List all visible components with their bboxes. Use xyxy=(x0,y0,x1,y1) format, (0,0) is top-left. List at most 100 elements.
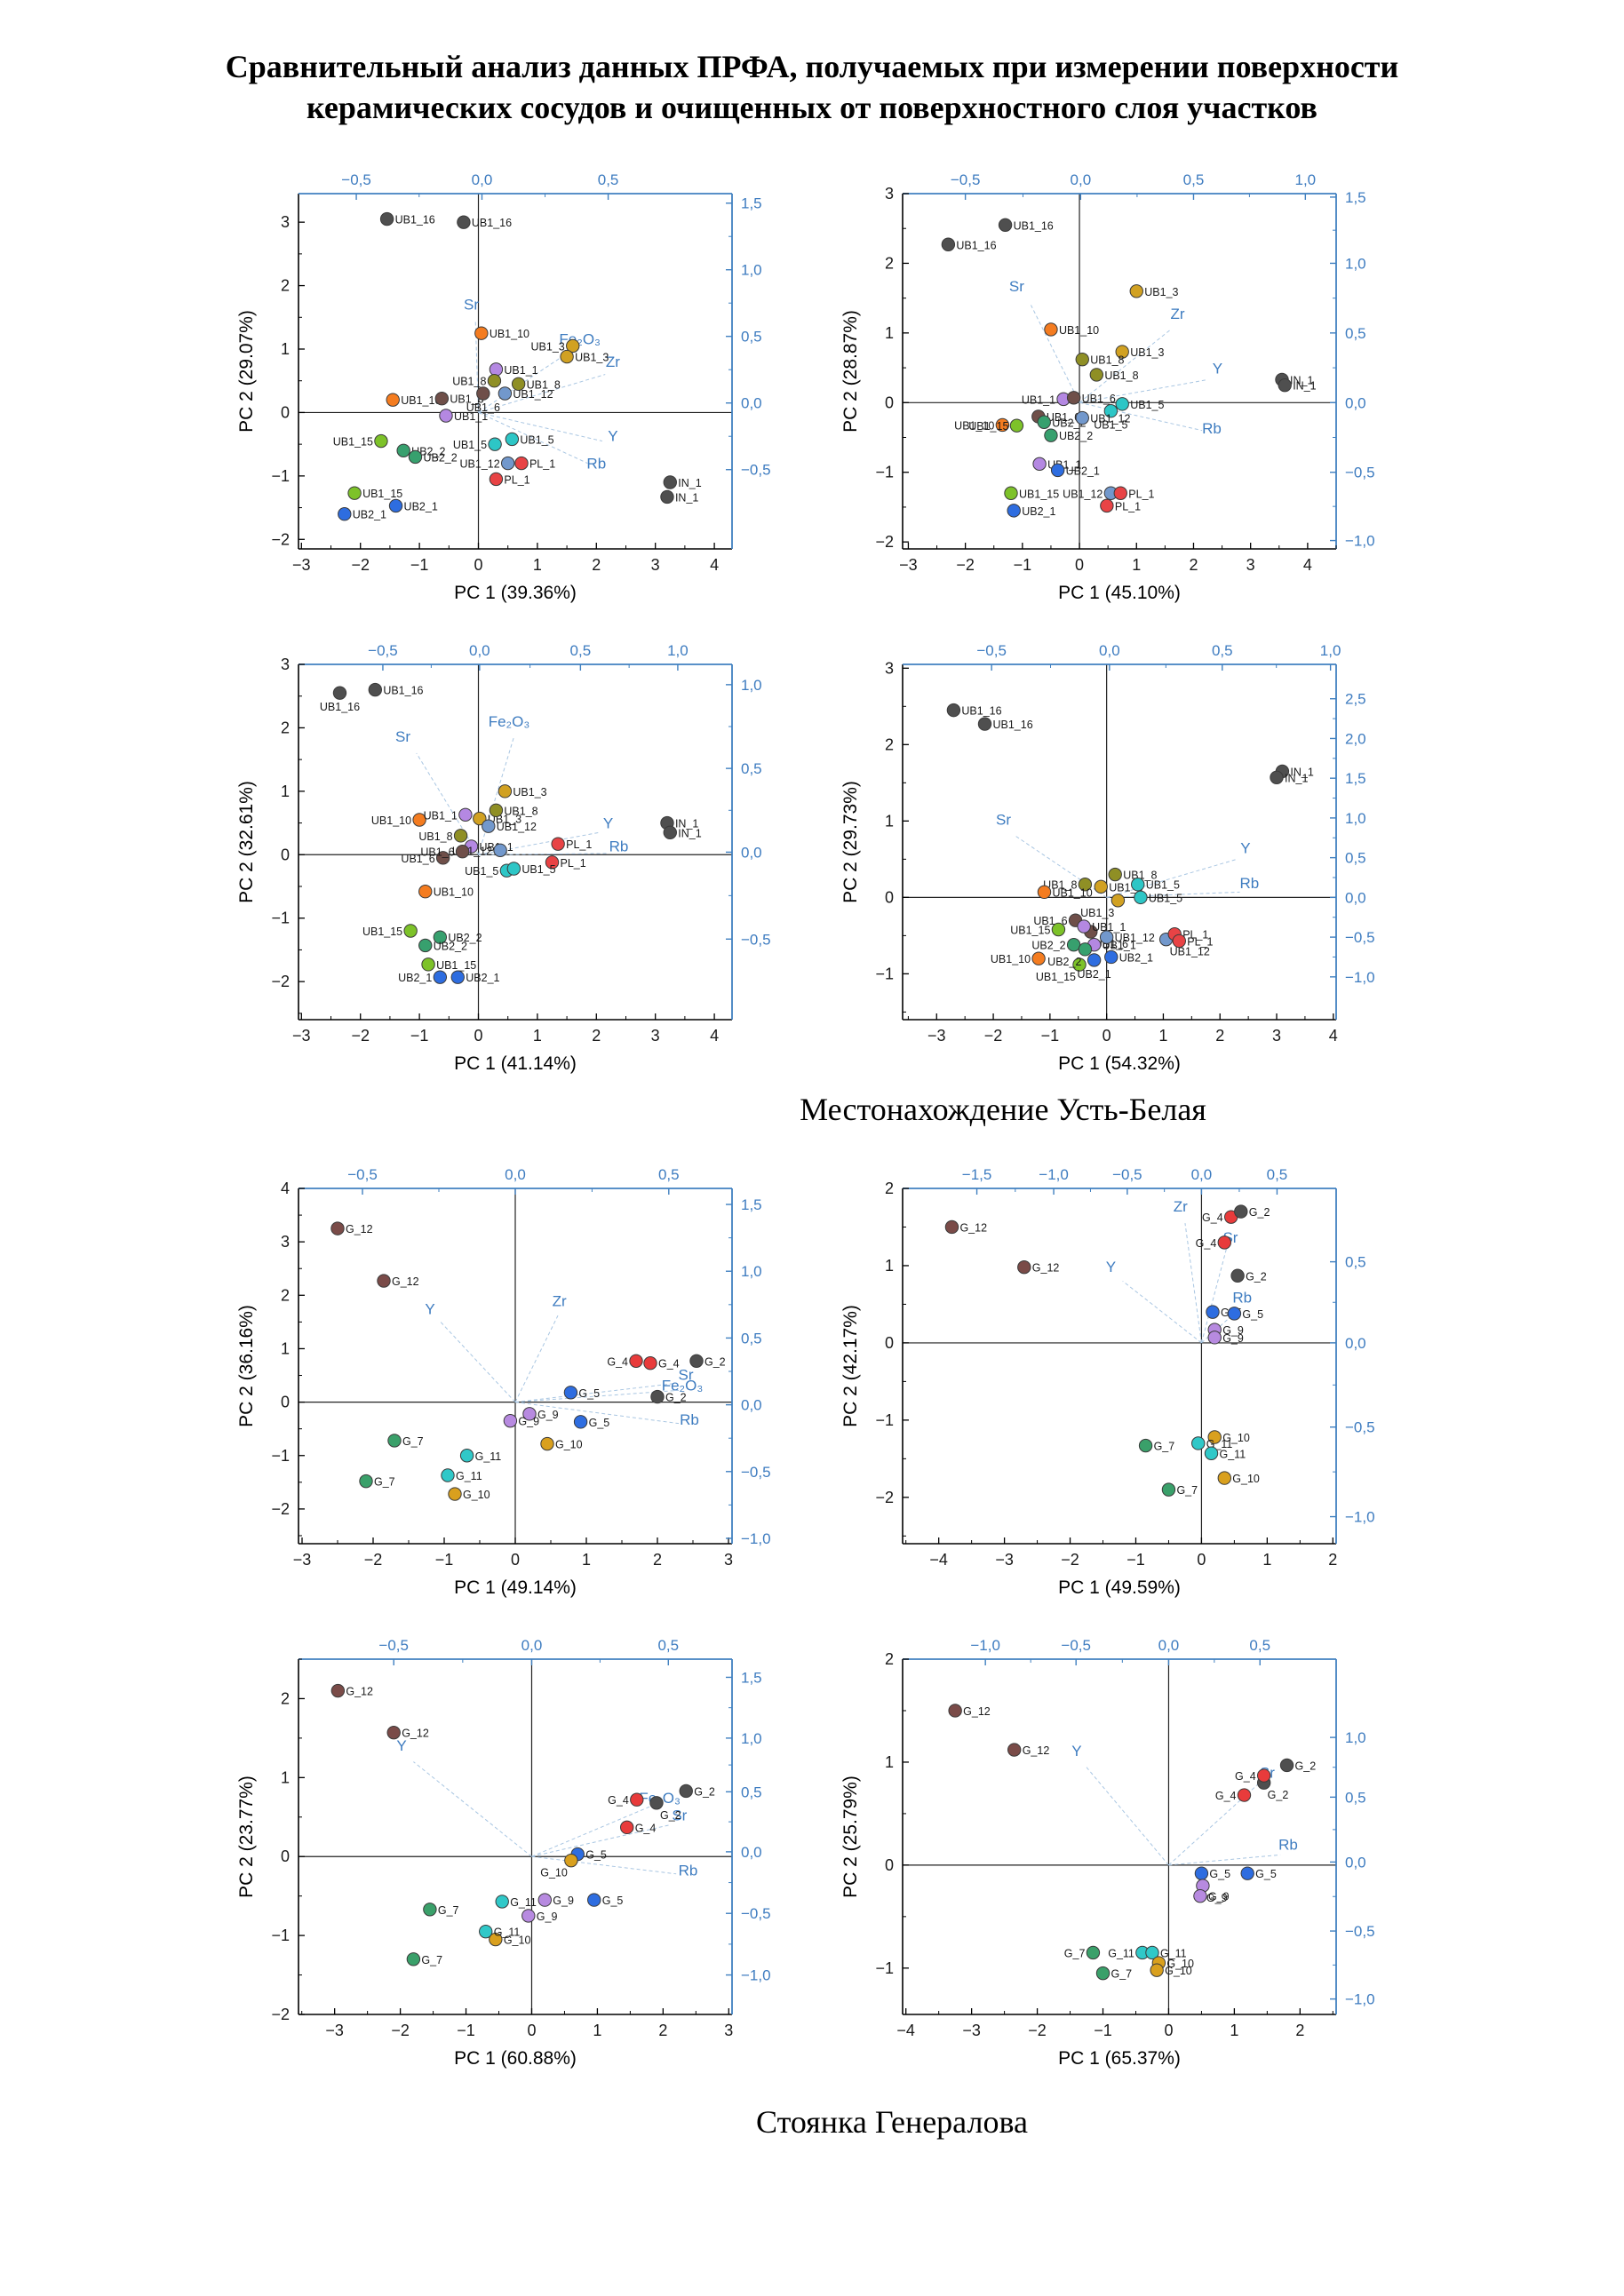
secondary-y-tick-label: 0,5 xyxy=(741,329,762,346)
x-tick-label: −3 xyxy=(927,1027,946,1045)
data-point-PL_1 xyxy=(1113,486,1127,501)
data-point-label: G_11 xyxy=(475,1450,502,1463)
data-point-label: PL_1 xyxy=(566,838,592,851)
y-tick-label: 3 xyxy=(281,1233,290,1251)
y-tick-label: 0 xyxy=(281,404,290,422)
y-tick-label: −2 xyxy=(875,1489,894,1506)
x-tick-label: −3 xyxy=(292,556,311,574)
x-tick-label: 3 xyxy=(1272,1027,1281,1045)
data-point-label: G_2 xyxy=(1268,1789,1289,1801)
data-point-label: IN_1 xyxy=(675,492,698,504)
data-point-label: G_12 xyxy=(346,1686,373,1698)
data-point-label: G_5 xyxy=(602,1895,624,1907)
pca-scatter-gen-4: YSrRb−4−3−2−1012−1012−1,0−0,50,00,51,00,… xyxy=(840,1637,1375,2069)
data-point-UB1_6 xyxy=(434,392,450,406)
x-tick-label: 1 xyxy=(582,1551,591,1569)
data-point-label: G_12 xyxy=(346,1223,373,1235)
data-point-G_5 xyxy=(1194,1866,1209,1881)
data-point-PL_1 xyxy=(545,855,560,870)
data-point-PL_1 xyxy=(551,837,565,851)
data-point-label: G_4 xyxy=(1202,1212,1223,1224)
y-axis-title: PC 2 (28.87%) xyxy=(840,310,861,433)
data-point-label: UB1_16 xyxy=(1014,219,1054,232)
data-point-label: G_4 xyxy=(1196,1237,1217,1250)
data-point-label: G_7 xyxy=(374,1476,395,1489)
data-point-G_10 xyxy=(489,1933,503,1947)
y-tick-label: −2 xyxy=(271,973,290,990)
data-point-label: G_2 xyxy=(694,1786,715,1799)
y-tick-label: −1 xyxy=(875,965,894,983)
data-point-label: G_12 xyxy=(1023,1744,1050,1757)
y-axis-title: PC 2 (36.16%) xyxy=(236,1305,257,1427)
y-tick-label: 1 xyxy=(885,1257,894,1275)
y-axis-title: PC 2 (23.77%) xyxy=(236,1776,257,1898)
data-point-UB1_10 xyxy=(418,885,433,899)
data-point-label: PL_1 xyxy=(1128,488,1154,500)
loading-vector-label: Fe₂O₃ xyxy=(662,1378,704,1394)
data-point-label: UB2_2 xyxy=(1031,940,1065,952)
secondary-y-tick-label: 1,0 xyxy=(741,1263,762,1280)
data-point-G_9 xyxy=(521,1909,536,1923)
x-tick-label: 2 xyxy=(1295,2022,1304,2039)
data-point-UB1_8 xyxy=(1075,353,1089,367)
data-point-label: UB2_2 xyxy=(1059,430,1093,442)
x-tick-label: 4 xyxy=(710,556,719,574)
x-tick-label: 1 xyxy=(593,2022,601,2039)
x-tick-label: −1 xyxy=(457,2022,475,2039)
data-point-UB1_15 xyxy=(421,957,435,972)
data-point-label: UB1_5 xyxy=(1130,399,1164,411)
x-axis-title: PC 1 (45.10%) xyxy=(1058,583,1181,603)
y-tick-label: 1 xyxy=(885,324,894,342)
x-tick-label: 4 xyxy=(1303,556,1312,574)
secondary-y-tick-label: 0,5 xyxy=(741,1784,762,1800)
y-tick-label: −1 xyxy=(875,464,894,481)
data-point-UB2_2 xyxy=(418,938,433,953)
data-point-UB1_1 xyxy=(1032,457,1047,472)
data-point-G_10 xyxy=(564,1854,578,1868)
data-point-label: G_10 xyxy=(1166,1958,1194,1970)
y-tick-label: 0 xyxy=(885,889,894,907)
y-tick-label: 2 xyxy=(281,1690,290,1708)
y-tick-label: 1 xyxy=(885,813,894,830)
data-point-UB2_2 xyxy=(1078,942,1093,957)
data-point-label: IN_1 xyxy=(678,827,701,839)
data-point-G_12 xyxy=(330,1684,346,1698)
secondary-x-tick-label: −0,5 xyxy=(1112,1166,1142,1183)
data-point-UB1_6 xyxy=(476,386,490,401)
data-point-PL_1 xyxy=(514,457,529,471)
secondary-y-tick-label: −0,5 xyxy=(741,1464,771,1481)
caption-ust-belaya: Местонахождение Усть-Белая xyxy=(800,1092,1206,1128)
loading-vector-Y xyxy=(440,1322,516,1403)
secondary-y-tick-label: 2,0 xyxy=(1345,731,1366,748)
data-point-UB2_2 xyxy=(408,449,423,465)
data-point-UB2_2 xyxy=(1037,415,1051,430)
data-point-G_7 xyxy=(406,1952,421,1966)
x-tick-label: 3 xyxy=(724,2022,733,2039)
x-tick-label: 1 xyxy=(1158,1027,1167,1045)
data-point-UB1_3 xyxy=(566,338,580,354)
y-tick-label: 2 xyxy=(281,719,290,737)
data-point-label: UB1_10 xyxy=(1059,324,1099,337)
x-tick-label: −1 xyxy=(1094,2022,1112,2039)
x-tick-label: −1 xyxy=(410,556,429,574)
data-point-label: UB1_6 xyxy=(450,393,483,406)
figure-title-line2: керамических сосудов и очищенных от пове… xyxy=(306,90,1318,126)
secondary-y-tick-label: −1,0 xyxy=(741,1967,771,1984)
data-point-label: UB1_6 xyxy=(1047,411,1080,424)
data-point-label: G_4 xyxy=(607,1355,628,1368)
data-point-UB1_8 xyxy=(1078,878,1093,892)
secondary-x-tick-label: 0,0 xyxy=(1099,642,1120,659)
x-tick-label: 2 xyxy=(658,2022,667,2039)
plots-wrapper: Sr Fe₂O₃ Zr Y Rb −3 −2 −1 0 1 2 3 4 −2 −1 0 1 2 3 −0,5 0,0 0,… xyxy=(235,153,1389,2141)
caption-generalova: Стоянка Генералова xyxy=(756,2104,1028,2141)
x-tick-label: 0 xyxy=(1075,556,1084,574)
pca-plot-ub-2: Sr Zr Y Rb −3 −2 −1 0 1 2 3 4 −2 −1 0 1 2 3 −0,5 0,0 0,5 1,0 1… xyxy=(839,153,1389,615)
data-point-label: PL_1 xyxy=(504,474,529,487)
data-point-label: G_5 xyxy=(1209,1868,1230,1880)
loading-vector-label: Rb xyxy=(586,455,606,472)
x-tick-label: 1 xyxy=(1230,2022,1238,2039)
data-point-label: G_9 xyxy=(518,1416,539,1428)
data-point-G_11 xyxy=(1145,1945,1159,1960)
data-point-UB1_15 xyxy=(1051,922,1066,937)
data-point-G_10 xyxy=(448,1487,462,1501)
